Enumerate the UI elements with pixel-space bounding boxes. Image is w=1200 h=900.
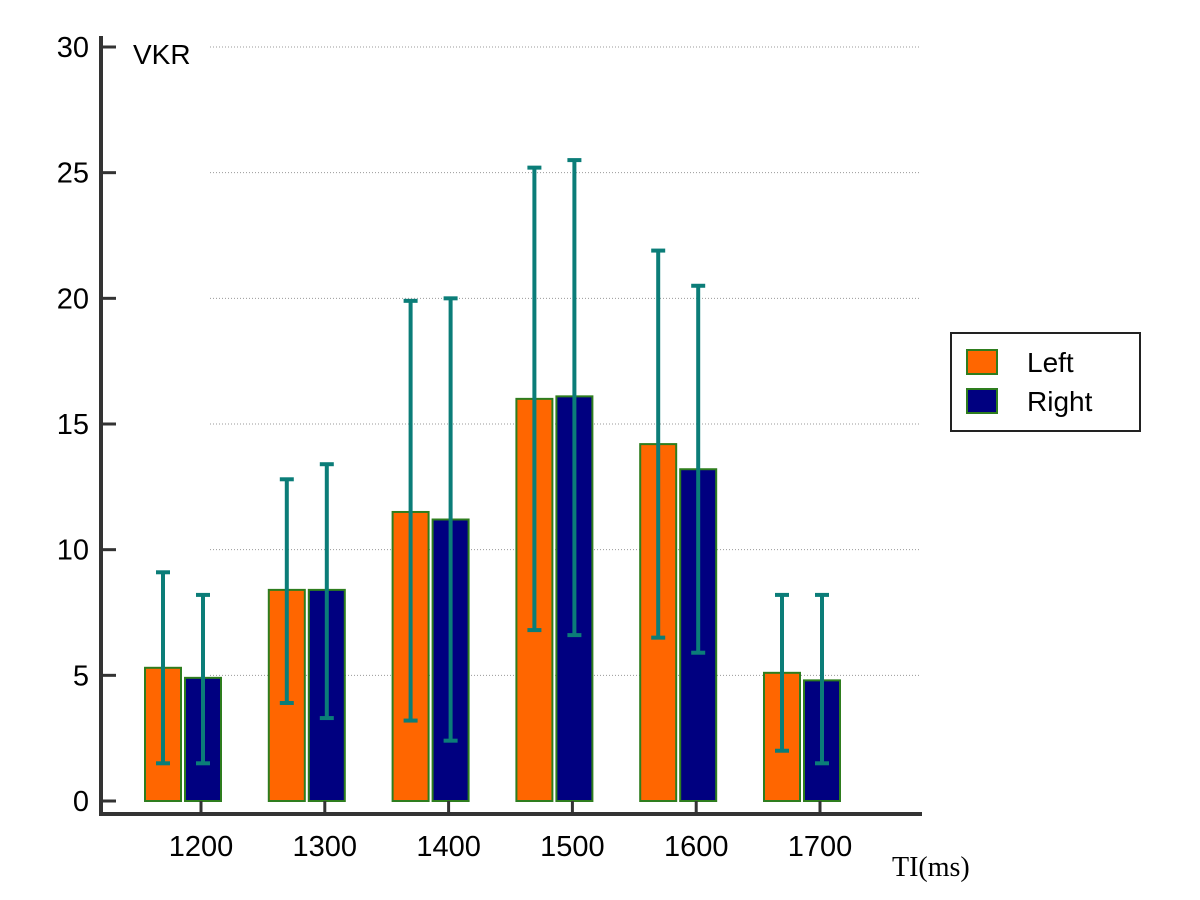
x-tick-label-1400: 1400 <box>416 831 481 863</box>
error-bar-left-1300 <box>279 477 294 705</box>
x-axis-label: TI(ms) <box>892 852 970 883</box>
y-tick-label-15: 15 <box>57 409 89 441</box>
y-axis-label: VKR <box>133 39 191 70</box>
error-bar-left-1200 <box>156 570 170 766</box>
error-bar-right-1500 <box>567 158 582 638</box>
x-tick-label-1200: 1200 <box>169 831 234 863</box>
legend-swatch-left <box>966 349 998 375</box>
error-bar-left-1700 <box>775 592 789 753</box>
x-tick-label-1600: 1600 <box>664 831 729 863</box>
bars <box>144 395 841 803</box>
error-bar-left-1500 <box>527 165 542 633</box>
error-bars <box>156 158 829 766</box>
y-tick-label-5: 5 <box>73 660 89 692</box>
legend: Left Right <box>950 332 1141 432</box>
x-tick-label-1300: 1300 <box>293 831 358 863</box>
y-tick-label-30: 30 <box>57 32 89 64</box>
legend-label-right: Right <box>1027 386 1093 417</box>
axes <box>99 36 922 816</box>
y-tick-label-20: 20 <box>57 283 89 315</box>
error-bar-right-1400 <box>443 296 458 743</box>
x-ticks: 1200 1300 1400 1500 1600 1700 <box>169 801 853 863</box>
y-tick-label-0: 0 <box>73 786 89 818</box>
y-tick-label-25: 25 <box>57 158 89 190</box>
y-ticks: 0 5 10 15 20 25 30 <box>57 32 116 818</box>
error-bar-right-1700 <box>815 592 829 766</box>
y-tick-label-10: 10 <box>57 535 89 567</box>
error-bar-right-1600 <box>691 283 706 655</box>
legend-label-left: Left <box>1027 347 1074 378</box>
error-bar-left-1600 <box>651 248 666 640</box>
error-bar-right-1200 <box>196 592 210 766</box>
legend-swatch-right <box>966 388 998 414</box>
x-tick-label-1700: 1700 <box>788 831 853 863</box>
x-tick-label-1500: 1500 <box>540 831 605 863</box>
error-bar-left-1400 <box>403 298 418 723</box>
error-bar-right-1300 <box>319 462 334 721</box>
